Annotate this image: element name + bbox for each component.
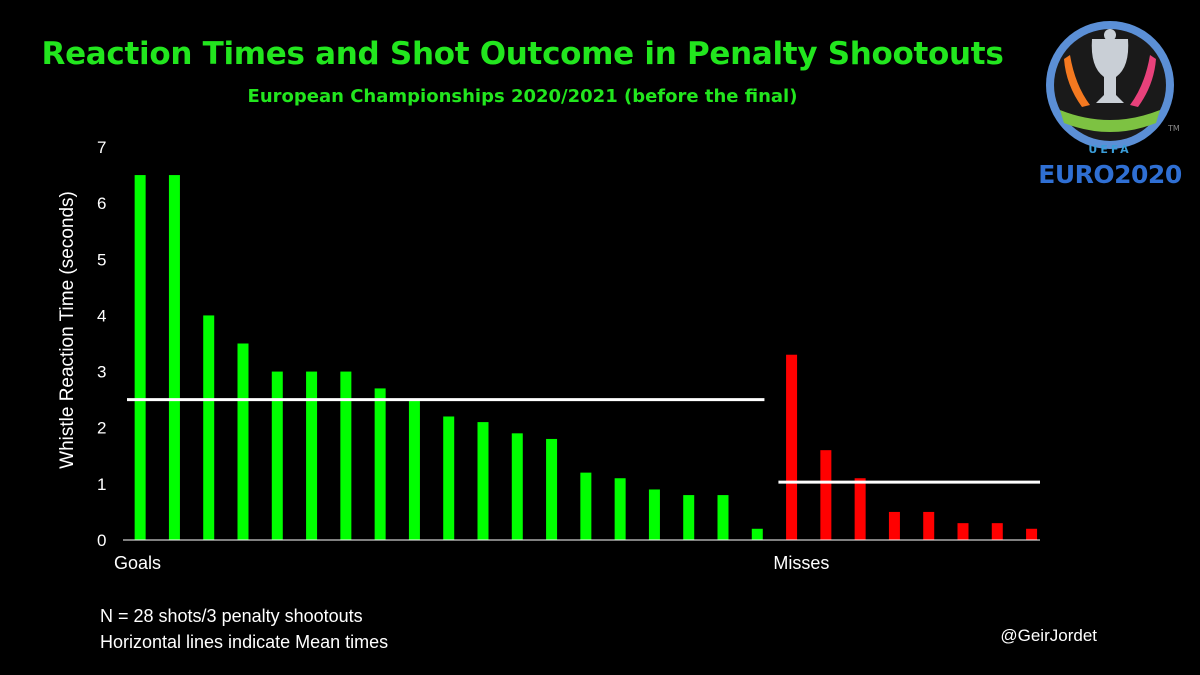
y-tick-label: 2 [97,419,106,438]
logo-figure-right-icon [1130,55,1156,107]
goal-bar [683,495,695,540]
mean-lines-group [127,398,1040,484]
group-label-goals: Goals [114,553,161,573]
logo-tm-text: TM [1167,124,1180,133]
goal-bar [306,371,318,540]
miss-bar [957,523,969,540]
y-tick-label: 7 [97,138,106,157]
y-tick-label: 6 [97,194,106,213]
group-labels: Goals Misses [114,553,829,573]
footnote-sample-size: N = 28 shots/3 penalty shootouts [100,606,363,626]
miss-bar [991,523,1003,540]
bars-group [134,175,1038,541]
goal-bar [751,528,763,540]
euro2020-logo: UEFA TM EURO2020 [1038,21,1182,189]
trophy-top-icon [1104,29,1116,41]
miss-bar [820,450,832,540]
goal-bar [511,433,523,540]
goal-bar [203,315,215,540]
goal-bar [546,438,558,540]
y-axis-ticks: 0 1 2 3 4 5 6 7 [97,138,106,550]
author-credit: @GeirJordet [1000,626,1097,645]
goal-bar [580,472,592,540]
goal-bar [237,343,249,540]
miss-bar [923,511,935,540]
y-axis-label: Whistle Reaction Time (seconds) [57,191,78,469]
footnote-mean-lines: Horizontal lines indicate Mean times [100,632,389,652]
y-axis-label-group: Whistle Reaction Time (seconds) [57,191,78,469]
goal-bar [443,416,455,540]
miss-bar [854,478,866,540]
goal-bar [408,399,420,540]
y-tick-label: 3 [97,363,106,382]
logo-pitch-icon [1060,110,1160,132]
logo-euro2020-text: EURO2020 [1038,160,1182,189]
y-tick-label: 4 [97,306,106,325]
goal-bar [134,175,146,541]
y-tick-label: 5 [97,250,106,269]
goal-bar [374,388,386,540]
y-tick-label: 1 [97,475,106,494]
y-tick-label: 0 [97,531,106,550]
goal-bar [717,495,729,540]
goal-bar [168,175,180,541]
goal-bar [271,371,283,540]
logo-uefa-text: UEFA [1088,143,1131,156]
trophy-icon [1091,39,1129,103]
chart-subtitle: European Championships 2020/2021 (before… [247,86,798,107]
bar-chart: Whistle Reaction Time (seconds) 0 1 2 3 4 5 6 7… [57,138,1040,573]
logo-figure-left-icon [1064,55,1090,107]
goal-bar [648,489,660,540]
miss-bar [888,511,900,540]
goal-bar [614,478,626,540]
chart-title: Reaction Times and Shot Outcome in Penal… [41,36,1004,72]
miss-bar [786,354,798,540]
group-label-misses: Misses [773,553,829,573]
goal-bar [477,422,489,540]
miss-bar [1026,528,1038,540]
goal-bar [340,371,352,540]
